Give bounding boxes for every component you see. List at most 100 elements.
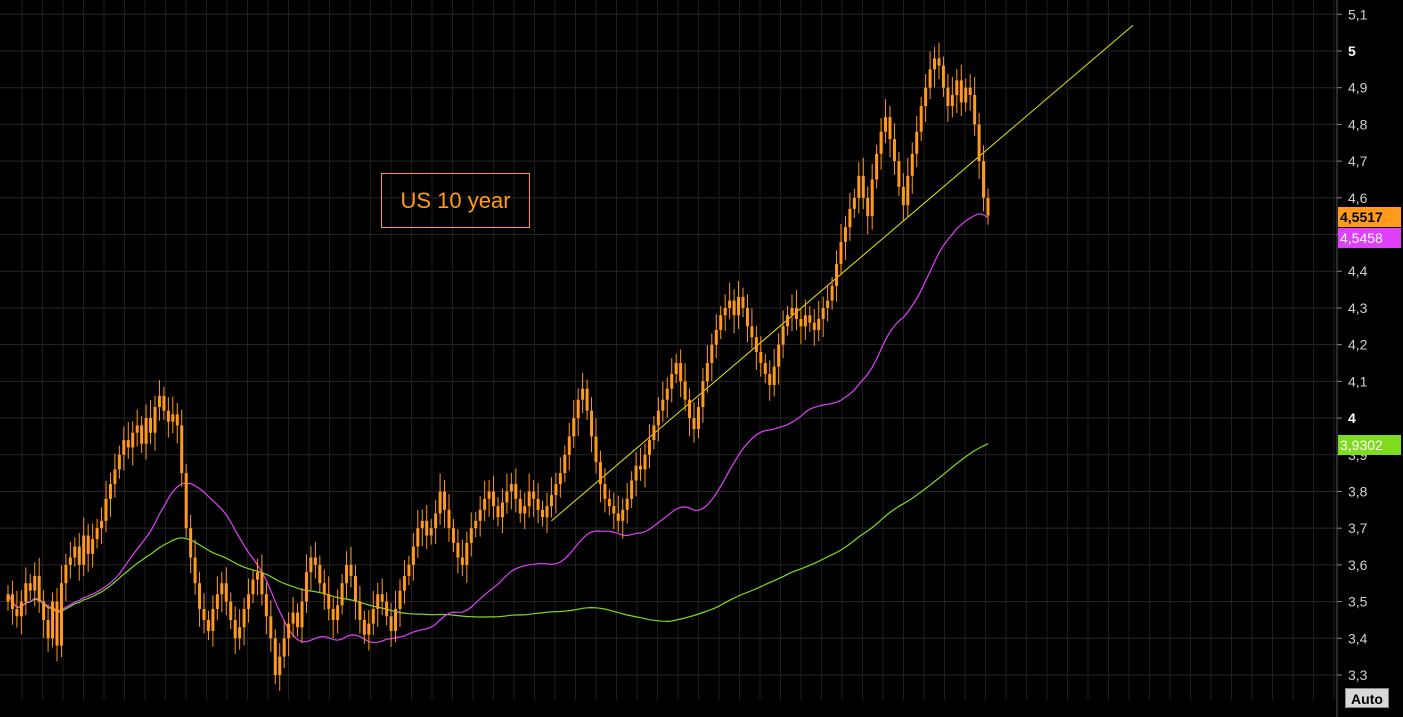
candle-body	[505, 491, 509, 503]
candle-body	[394, 608, 398, 631]
candle-body	[37, 575, 41, 602]
candle-body	[590, 410, 594, 437]
candle-body	[701, 381, 705, 408]
candle-body	[434, 513, 438, 529]
candle-body	[527, 491, 531, 507]
candle-body	[768, 374, 772, 386]
candle-body	[371, 608, 375, 624]
candle-body	[425, 520, 429, 536]
candle-body	[233, 619, 237, 639]
candle-body	[879, 131, 883, 154]
ma-long-line	[7, 443, 989, 623]
candle-body	[679, 363, 683, 382]
candle-body	[906, 175, 910, 206]
candle-body	[304, 572, 308, 602]
candle-body	[594, 436, 598, 463]
candle-body	[959, 80, 963, 103]
candle-body	[839, 241, 843, 264]
y-tick-label: 3,5	[1348, 594, 1368, 610]
candle-body	[803, 315, 807, 327]
y-tick-label: 4,7	[1348, 153, 1368, 169]
candle-body	[402, 575, 406, 591]
candle-body	[171, 414, 175, 422]
candle-body	[336, 605, 340, 620]
candle-body	[741, 296, 745, 308]
candle-body	[86, 535, 90, 554]
candle-body	[149, 418, 153, 433]
candle-body	[514, 484, 518, 499]
trendline-line	[551, 24, 1134, 522]
candle-body	[28, 583, 32, 591]
candle-body	[202, 608, 206, 620]
candle-body	[193, 557, 197, 584]
candle-body	[861, 175, 865, 198]
candle-body	[108, 484, 112, 499]
ma-long-badge: 3,9302	[1338, 435, 1401, 455]
candle-body	[10, 594, 14, 609]
candle-body	[318, 564, 322, 584]
candle-body	[91, 539, 95, 554]
candle-body	[763, 363, 767, 375]
candle-body	[291, 612, 295, 624]
candle-body	[692, 418, 696, 430]
candle-body	[781, 326, 785, 345]
trendline	[551, 24, 1134, 522]
candle-body	[625, 498, 629, 510]
candle-body	[884, 117, 888, 132]
candle-body	[483, 498, 487, 510]
candle-body	[224, 583, 228, 602]
candle-body	[545, 506, 549, 518]
candle-body	[946, 87, 950, 107]
candle-body	[603, 484, 607, 499]
auto-scale-button[interactable]: Auto	[1345, 688, 1389, 708]
candle-body	[808, 315, 812, 323]
candle-body	[104, 498, 108, 521]
candle-body	[331, 608, 335, 620]
candle-body	[206, 619, 210, 631]
y-tick-label: 3,4	[1348, 630, 1368, 646]
candle-body	[144, 418, 148, 444]
candle-body	[754, 337, 758, 352]
candle-body	[572, 418, 576, 437]
candle-body	[790, 307, 794, 316]
candle-body	[941, 65, 945, 88]
candle-body	[786, 315, 790, 327]
candle-body	[73, 546, 77, 558]
candle-body	[77, 546, 81, 565]
y-tick-label: 4,9	[1348, 80, 1368, 96]
candle-body	[100, 520, 104, 529]
candle-body	[919, 106, 923, 132]
candle-body	[563, 454, 567, 474]
candle-body	[670, 374, 674, 389]
candle-body	[821, 307, 825, 319]
candle-body	[714, 329, 718, 345]
candle-body	[674, 363, 678, 375]
y-tick-label: 5	[1348, 43, 1356, 59]
candle-body	[19, 601, 23, 617]
y-tick-label: 4	[1348, 410, 1356, 426]
candle-body	[661, 399, 665, 411]
candle-body	[353, 575, 357, 602]
candle-body	[728, 300, 732, 308]
candle-body	[140, 425, 144, 444]
candle-body	[750, 326, 754, 338]
candle-body	[407, 564, 411, 576]
candle-body	[247, 594, 251, 609]
candle-body	[456, 542, 460, 558]
candle-body	[732, 300, 736, 316]
candle-body	[915, 131, 919, 154]
candle-body	[469, 528, 473, 543]
candle-body	[487, 491, 491, 499]
candle-body	[848, 208, 852, 228]
candle-body	[260, 572, 264, 595]
candle-body	[362, 619, 366, 635]
candle-body	[826, 300, 830, 308]
candle-body	[376, 594, 380, 609]
moving-average-long	[7, 443, 989, 623]
candle-body	[166, 410, 170, 422]
candle-body	[866, 197, 870, 217]
ma-short-line	[7, 213, 989, 644]
candle-body	[977, 124, 981, 162]
candle-body	[500, 502, 504, 518]
candle-body	[647, 440, 651, 455]
